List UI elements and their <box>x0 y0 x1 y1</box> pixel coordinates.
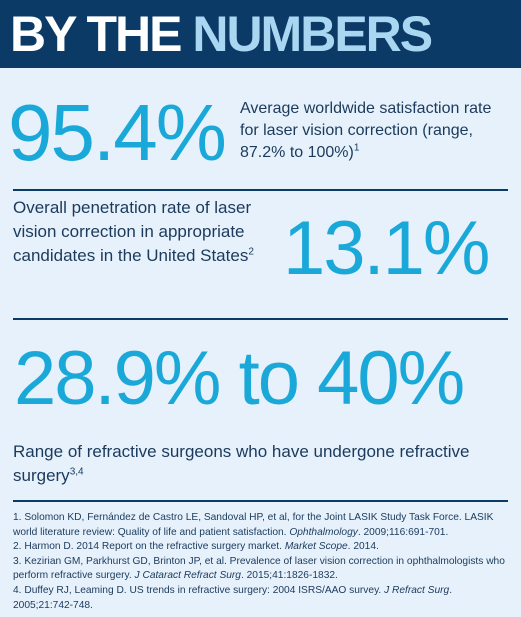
reference-number: 4. <box>13 584 22 596</box>
header-banner: BY THE NUMBERS <box>0 0 521 68</box>
divider <box>13 500 508 502</box>
reference-item: 3. Kezirian GM, Parkhurst GD, Brinton JP… <box>13 555 513 584</box>
page-title: BY THE NUMBERS <box>10 4 433 64</box>
divider <box>13 189 508 191</box>
surgeon-range-description: Range of refractive surgeons who have un… <box>13 440 513 488</box>
satisfaction-rate-description: Average worldwide satisfaction rate for … <box>240 98 512 164</box>
reference-item: 4. Duffey RJ, Leaming D. US trends in re… <box>13 584 513 613</box>
title-part-numbers: NUMBERS <box>192 6 433 62</box>
reference-journal: J Cataract Refract Surg <box>134 570 241 582</box>
reference-text: Solomon KD, Fernández de Castro LE, Sand… <box>13 512 494 538</box>
reference-end: . 2014. <box>347 541 379 553</box>
reference-number: 3. <box>13 555 22 567</box>
reference-text: Harmon D. 2014 Report on the refractive … <box>24 541 285 553</box>
reference-item: 1. Solomon KD, Fernández de Castro LE, S… <box>13 511 513 540</box>
stat2-footnote: 2 <box>248 246 254 258</box>
stat3-text: Range of refractive surgeons who have un… <box>13 442 470 485</box>
reference-number: 2. <box>13 541 22 553</box>
reference-number: 1. <box>13 512 22 523</box>
reference-end: . 2005;21:742-748. <box>13 584 453 611</box>
reference-text: Duffey RJ, Leaming D. US trends in refra… <box>24 584 385 596</box>
stat3-footnote: 3,4 <box>69 466 84 478</box>
divider <box>13 318 508 320</box>
stat2-text: Overall penetration rate of laser vision… <box>13 198 252 265</box>
reference-item: 2. Harmon D. 2014 Report on the refracti… <box>13 540 513 555</box>
penetration-rate-description: Overall penetration rate of laser vision… <box>13 196 291 268</box>
reference-journal: Market Scope <box>284 541 348 553</box>
stat1-footnote: 1 <box>353 142 360 154</box>
reference-end: . 2015;41:1826-1832. <box>240 570 338 582</box>
references-list: 1. Solomon KD, Fernández de Castro LE, S… <box>13 511 513 613</box>
reference-text: Kezirian GM, Parkhurst GD, Brinton JP, e… <box>13 555 505 582</box>
title-part-by-the: BY THE <box>10 6 193 62</box>
reference-journal: J Refract Surg <box>384 584 450 596</box>
surgeon-range-value: 28.9% to 40% <box>14 336 465 421</box>
penetration-rate-value: 13.1% <box>283 206 490 291</box>
stat1-text: Average worldwide satisfaction rate for … <box>240 100 492 161</box>
reference-end: . 2009;116:691-701. <box>357 526 449 538</box>
reference-journal: Ophthalmology <box>289 526 358 538</box>
satisfaction-rate-value: 95.4% <box>8 88 227 177</box>
